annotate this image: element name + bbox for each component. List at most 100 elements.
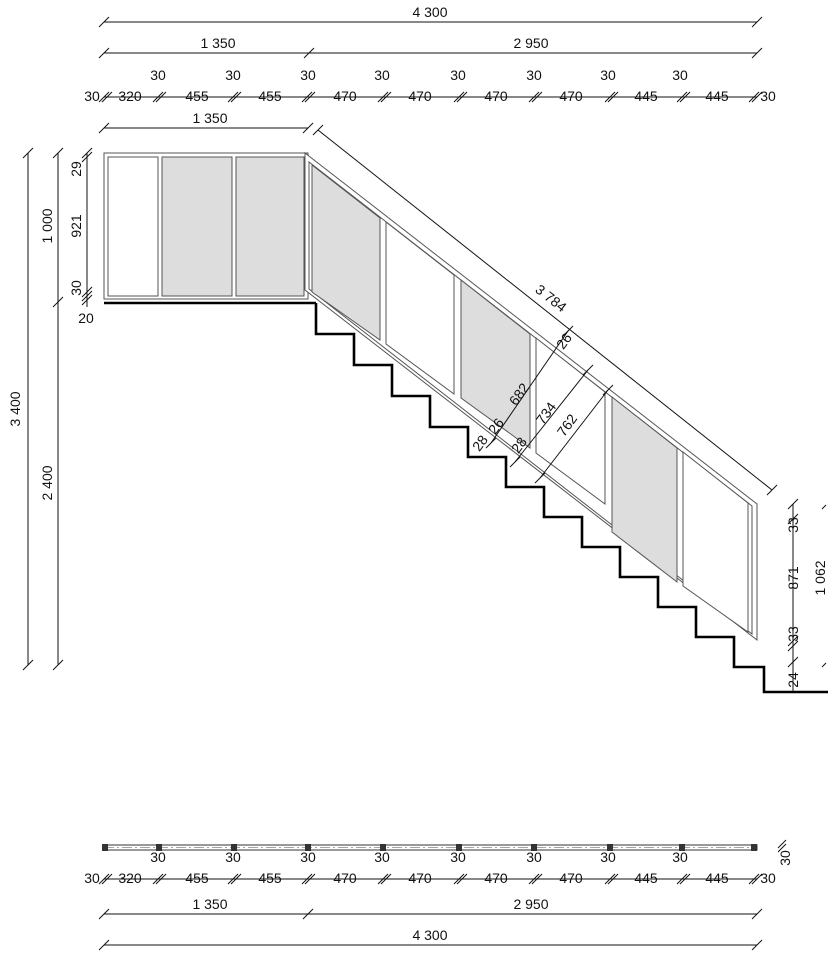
panel-dim-ticks (98, 91, 763, 103)
inner-dim-line (514, 369, 589, 463)
dim-tick (751, 16, 763, 28)
plan-post (231, 844, 237, 851)
right-top-rail-label: 33 (785, 517, 801, 533)
panel-width-label: 455 (185, 88, 209, 104)
post-gap-label: 30 (450, 67, 466, 83)
post-gap-label: 30 (225, 849, 241, 865)
dim-tick (98, 16, 110, 28)
post-gap-label: 30 (225, 67, 241, 83)
post-gap-label: 30 (374, 67, 390, 83)
bottom-panel-dim-ticks (98, 873, 763, 885)
post-gap-label: 30 (150, 849, 166, 865)
panel-width-label: 445 (634, 88, 658, 104)
plan-post (102, 844, 108, 851)
panel-width-label: 470 (559, 88, 583, 104)
left-group-dim-label: 1 350 (200, 35, 235, 51)
plan-post (531, 844, 537, 851)
panel-width-label: 445 (705, 88, 729, 104)
end-gap-label: 30 (84, 870, 100, 886)
railing-panel-glazed (311, 163, 381, 341)
left-group-dim-label: 1 350 (192, 896, 227, 912)
railing-panel-clear (682, 450, 749, 633)
panel-width-label: 445 (634, 870, 658, 886)
post-gap-label: 30 (526, 67, 542, 83)
rail-section-dim-line (490, 330, 569, 444)
post-gap-label: 30 (450, 849, 466, 865)
panel-width-label: 470 (484, 870, 508, 886)
floor-gap-label: 20 (78, 310, 94, 326)
plan-view-rail: 30 (102, 839, 793, 866)
post-gap-label: 30 (672, 849, 688, 865)
top-rail-label: 29 (68, 161, 84, 177)
total-height-label: 3 400 (7, 391, 23, 426)
post-gap-label: 30 (374, 849, 390, 865)
dim-tick (98, 122, 110, 134)
right-group-dim-label: 2 950 (513, 896, 548, 912)
end-gap-label: 30 (760, 870, 776, 886)
right-infill-label: 871 (785, 566, 801, 590)
overall-dim-label: 4 300 (412, 4, 447, 20)
dim-tick (751, 47, 763, 59)
panel-width-label: 470 (333, 870, 357, 886)
panel-width-label: 455 (258, 88, 282, 104)
landing-dim-label: 1 350 (192, 110, 227, 126)
plan-end-gap-label: 30 (777, 850, 793, 866)
railing-panel-glazed (460, 278, 531, 449)
diagonal-length-dim-line (317, 129, 773, 491)
plan-post (607, 844, 613, 851)
dim-tick (98, 47, 110, 59)
end-gap-label: 30 (760, 88, 776, 104)
railing-panel-glazed (611, 395, 678, 584)
plan-post (380, 844, 386, 851)
railing-panel-glazed (235, 156, 305, 297)
plan-post (679, 844, 685, 851)
post-gap-label: 30 (672, 67, 688, 83)
railing-panel-clear (385, 220, 455, 395)
post-gap-label: 30 (600, 849, 616, 865)
panel-width-label: 470 (408, 88, 432, 104)
end-gap-label: 30 (84, 88, 100, 104)
railing-height-label: 1 000 (39, 208, 55, 243)
plan-post (751, 844, 757, 851)
right-bottom-rail-label: 33 (785, 626, 801, 642)
rail-c-label: 28 (469, 432, 491, 454)
right-gap-label: 24 (785, 672, 801, 688)
dim-tick (303, 47, 315, 59)
bottom-dimensions: 30 30 30 30 30 30 30 30 30 320 455 455 4… (84, 849, 776, 951)
plan-post (456, 844, 462, 851)
bottom-rail-label: 30 (68, 280, 84, 296)
panel-width-label: 470 (559, 870, 583, 886)
post-gap-label: 30 (600, 67, 616, 83)
panel-width-label: 445 (705, 870, 729, 886)
post-gap-label: 30 (526, 849, 542, 865)
post-gap-label: 30 (300, 67, 316, 83)
diagonal-dimensions: 3 784 26 682 26 28 28 734 762 (312, 124, 778, 496)
panel-width-label: 470 (484, 88, 508, 104)
landing-railing (103, 152, 309, 300)
panel-width-label: 320 (118, 870, 142, 886)
panel-width-label: 320 (118, 88, 142, 104)
right-total-label: 1 062 (812, 560, 828, 595)
panel-width-label: 455 (185, 870, 209, 886)
lower-height-label: 2 400 (39, 465, 55, 500)
railing-panel-clear (535, 336, 606, 505)
post-gap-label: 30 (300, 849, 316, 865)
plan-post (305, 844, 311, 851)
infill-height-label: 921 (68, 214, 84, 238)
left-dimensions: 3 400 1 000 2 400 29 921 30 20 (7, 147, 94, 671)
stair-profile (314, 303, 828, 694)
railing-panel-glazed (161, 156, 233, 297)
top-dimensions: 4 300 1 350 2 950 30 320 455 455 470 470… (84, 4, 776, 134)
post-gap-label: 30 (150, 67, 166, 83)
railing-panel-clear (107, 156, 159, 297)
panel-width-label: 455 (258, 870, 282, 886)
panel-width-label: 470 (333, 88, 357, 104)
sloped-railing (304, 151, 758, 642)
panel-width-label: 470 (408, 870, 432, 886)
right-group-dim-label: 2 950 (513, 35, 548, 51)
bottom-overall-dim-label: 4 300 (412, 927, 447, 943)
outer-dim-line (539, 389, 609, 479)
dim-tick (302, 122, 314, 134)
plan-post (156, 844, 162, 851)
